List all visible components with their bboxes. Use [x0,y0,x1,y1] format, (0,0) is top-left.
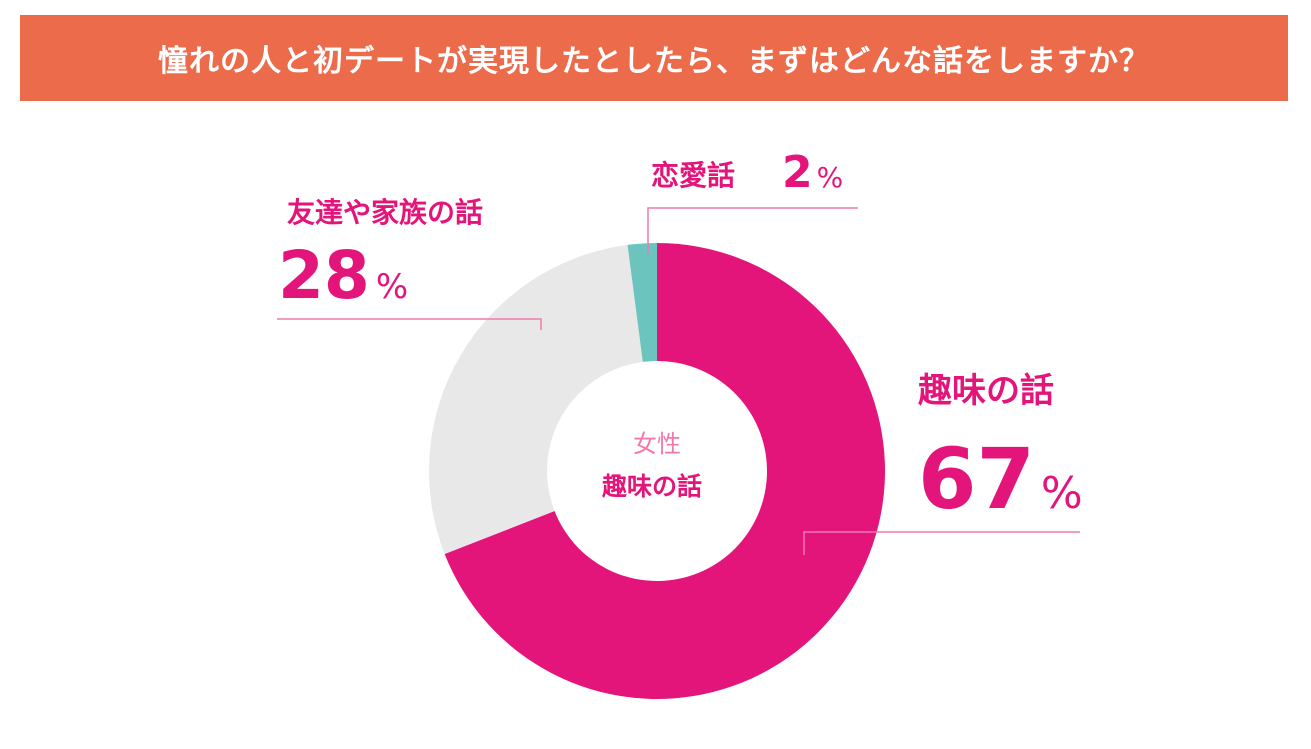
slice-value-friends: 28 [278,237,370,314]
slice-value-hobby: 67 [918,430,1035,528]
leader-line-friends [277,318,542,330]
title-banner: 憧れの人と初デートが実現したとしたら、まずはどんな話をしますか？ [20,15,1288,101]
slice-unit-friends: % [376,267,408,307]
slice-value-love-group: 2% [782,147,843,198]
slice-love [627,243,657,362]
leader-line-hobby [803,531,1080,555]
center-label-gender: 女性 [633,430,681,458]
slice-label-friends: 友達や家族の話 [287,196,483,229]
slice-label-love: 恋愛話 [651,159,735,192]
slice-unit-hobby: % [1041,468,1083,519]
slice-hobby [444,243,885,700]
slice-value-friends-group: 28% [278,237,408,314]
chart-slices [429,243,885,700]
center-label-topic: 趣味の話 [601,472,702,501]
slice-label-hobby: 趣味の話 [918,371,1054,411]
slice-value-love: 2 [782,147,813,198]
slice-friends [429,244,643,554]
chart-title: 憧れの人と初デートが実現したとしたら、まずはどんな話をしますか？ [158,44,1150,79]
slice-value-hobby-group: 67% [918,430,1083,528]
slice-unit-love: % [817,161,844,194]
leader-line-love [647,207,858,253]
